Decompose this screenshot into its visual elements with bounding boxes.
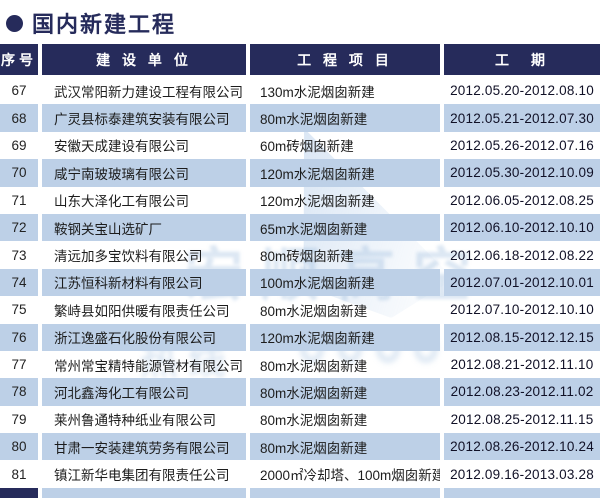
cell-project: 80m水泥烟囱新建 [250,433,440,461]
cell-period: 2012.08.26-2012.10.24 [444,433,600,461]
cell-no: 74 [0,268,38,297]
cell-no: 71 [11,192,27,208]
cell-project: 100m水泥烟囱新建 [250,268,440,297]
table-row: 81 镇江新华电集团有限责任公司 2000㎡冷却塔、100m烟囱新建 2012.09.… [0,460,600,487]
table-row: 67 武汉常阳新力建设工程有限公司 130m水泥烟囱新建 2012.05.20-201… [0,77,600,104]
cell-project: 60m砖烟囱新建 [260,139,354,155]
table-header-row: 序号 建 设 单 位 工 程 项 目 工 期 [0,44,600,75]
table-row: 80 甘肃一安装建筑劳务有限公司 80m水泥烟囱新建 2012.08.26-2012.… [0,433,600,461]
table-row: 68 广灵县标泰建筑安装有限公司 80m水泥烟囱新建 2012.05.21-2012.… [0,104,600,132]
cell-project: 65m水泥烟囱新建 [250,213,440,242]
cell-period: 2012.07.01-2012.10.01 [444,268,600,297]
cell-company: 武汉常阳新力建设工程有限公司 [54,84,243,100]
cell-no: 75 [11,302,27,318]
bullet-icon [6,14,23,32]
table-partial-next-row [0,487,600,498]
cell-no: 77 [11,357,27,373]
cell-no: 76 [0,323,38,351]
table-row: 75 繁峙县如阳供暖有限责任公司 80m水泥烟囱新建 2012.07.10-2012.… [0,296,600,323]
cell-no: 70 [0,159,38,187]
table-body: 67 武汉常阳新力建设工程有限公司 130m水泥烟囱新建 2012.05.20-201… [0,77,600,488]
cell-company: 咸宁南玻玻璃有限公司 [42,159,246,187]
cell-project: 80m水泥烟囱新建 [260,358,368,374]
cell-project: 2000㎡冷却塔、100m烟囱新建 [260,468,440,484]
partial-cell-no [0,487,38,498]
header-cell-no: 序号 [0,44,38,75]
cell-project: 80m水泥烟囱新建 [260,413,368,429]
cell-period: 2012.05.30-2012.10.09 [444,159,600,187]
partial-cell-project [250,487,440,498]
cell-no: 79 [11,411,27,427]
cell-project: 80m水泥烟囱新建 [250,104,440,132]
cell-no: 69 [11,137,27,153]
cell-period: 2012.05.26-2012.07.16 [450,137,594,153]
partial-cell-period [444,487,600,498]
cell-period: 2012.05.21-2012.07.30 [444,104,600,132]
table-row: 78 河北鑫海化工有限公司 80m水泥烟囱新建 2012.08.23-2012.11.… [0,378,600,406]
table-row: 69 安徽天成建设有限公司 60m砖烟囱新建 2012.05.26-2012.07.1… [0,132,600,159]
table-row: 73 清远加多宝饮料有限公司 80m砖烟囱新建 2012.06.18-2012.08.… [0,241,600,268]
cell-project: 120m水泥烟囱新建 [250,159,440,187]
cell-company: 广灵县标泰建筑安装有限公司 [42,104,246,132]
header-cell-project: 工 程 项 目 [250,44,440,75]
partial-cell-company [42,487,246,498]
cell-company: 浙江逸盛石化股份有限公司 [42,323,246,351]
cell-company: 河北鑫海化工有限公司 [42,378,246,406]
cell-project: 80m水泥烟囱新建 [250,378,440,406]
cell-no: 67 [11,83,27,99]
table-row: 74 江苏恒科新材料有限公司 100m水泥烟囱新建 2012.07.01-2012.1… [0,268,600,297]
cell-company: 甘肃一安装建筑劳务有限公司 [42,433,246,461]
table-row: 70 咸宁南玻玻璃有限公司 120m水泥烟囱新建 2012.05.30-2012.10… [0,159,600,187]
cell-project: 80m砖烟囱新建 [260,249,354,265]
table-row: 76 浙江逸盛石化股份有限公司 120m水泥烟囱新建 2012.08.15-2012.… [0,323,600,351]
cell-period: 2012.06.10-2012.10.10 [444,213,600,242]
cell-company: 山东大泽化工有限公司 [54,194,189,210]
cell-period: 2012.05.20-2012.08.10 [450,83,594,99]
cell-no: 68 [0,104,38,132]
cell-company: 安徽天成建设有限公司 [54,139,189,155]
cell-no: 73 [11,247,27,263]
page-title-text: 国内新建工程 [32,12,177,37]
cell-company: 繁峙县如阳供暖有限责任公司 [54,303,230,319]
cell-company: 鞍钢关宝山选矿厂 [42,213,246,242]
cell-period: 2012.08.25-2012.11.15 [450,411,594,427]
cell-no: 72 [0,213,38,242]
cell-company: 莱州鲁通特种纸业有限公司 [54,413,216,429]
cell-period: 2012.08.21-2012.11.10 [450,357,594,373]
cell-project: 120m水泥烟囱新建 [260,194,375,210]
cell-period: 2012.09.16-2013.03.28 [450,466,594,482]
cell-company: 江苏恒科新材料有限公司 [42,268,246,297]
page-title: 国内新建工程 [0,0,600,38]
table-row: 77 常州常宝精特能源管材有限公司 80m水泥烟囱新建 2012.08.21-2012… [0,351,600,378]
cell-period: 2012.06.05-2012.08.25 [450,192,594,208]
cell-company: 常州常宝精特能源管材有限公司 [54,358,243,374]
cell-project: 120m水泥烟囱新建 [250,323,440,351]
table-row: 79 莱州鲁通特种纸业有限公司 80m水泥烟囱新建 2012.08.25-2012.1… [0,406,600,433]
cell-period: 2012.06.18-2012.08.22 [450,247,594,263]
header-cell-company: 建 设 单 位 [42,44,246,75]
cell-project: 80m水泥烟囱新建 [260,303,368,319]
cell-company: 清远加多宝饮料有限公司 [54,249,203,265]
cell-project: 130m水泥烟囱新建 [260,84,375,100]
cell-company: 镇江新华电集团有限责任公司 [54,468,230,484]
cell-period: 2012.08.15-2012.12.15 [444,323,600,351]
table-row: 71 山东大泽化工有限公司 120m水泥烟囱新建 2012.06.05-2012.08… [0,187,600,214]
projects-table: 序号 建 设 单 位 工 程 项 目 工 期 67 武汉常阳新力建设工程有限公司 1… [0,44,600,498]
cell-no: 80 [0,433,38,461]
header-cell-period: 工 期 [444,44,600,75]
cell-period: 2012.07.10-2012.10.10 [450,302,594,318]
cell-period: 2012.08.23-2012.11.02 [444,378,600,406]
table-row: 72 鞍钢关宝山选矿厂 65m水泥烟囱新建 2012.06.10-2012.10.10 [0,213,600,242]
cell-no: 81 [11,466,27,482]
cell-no: 78 [0,378,38,406]
